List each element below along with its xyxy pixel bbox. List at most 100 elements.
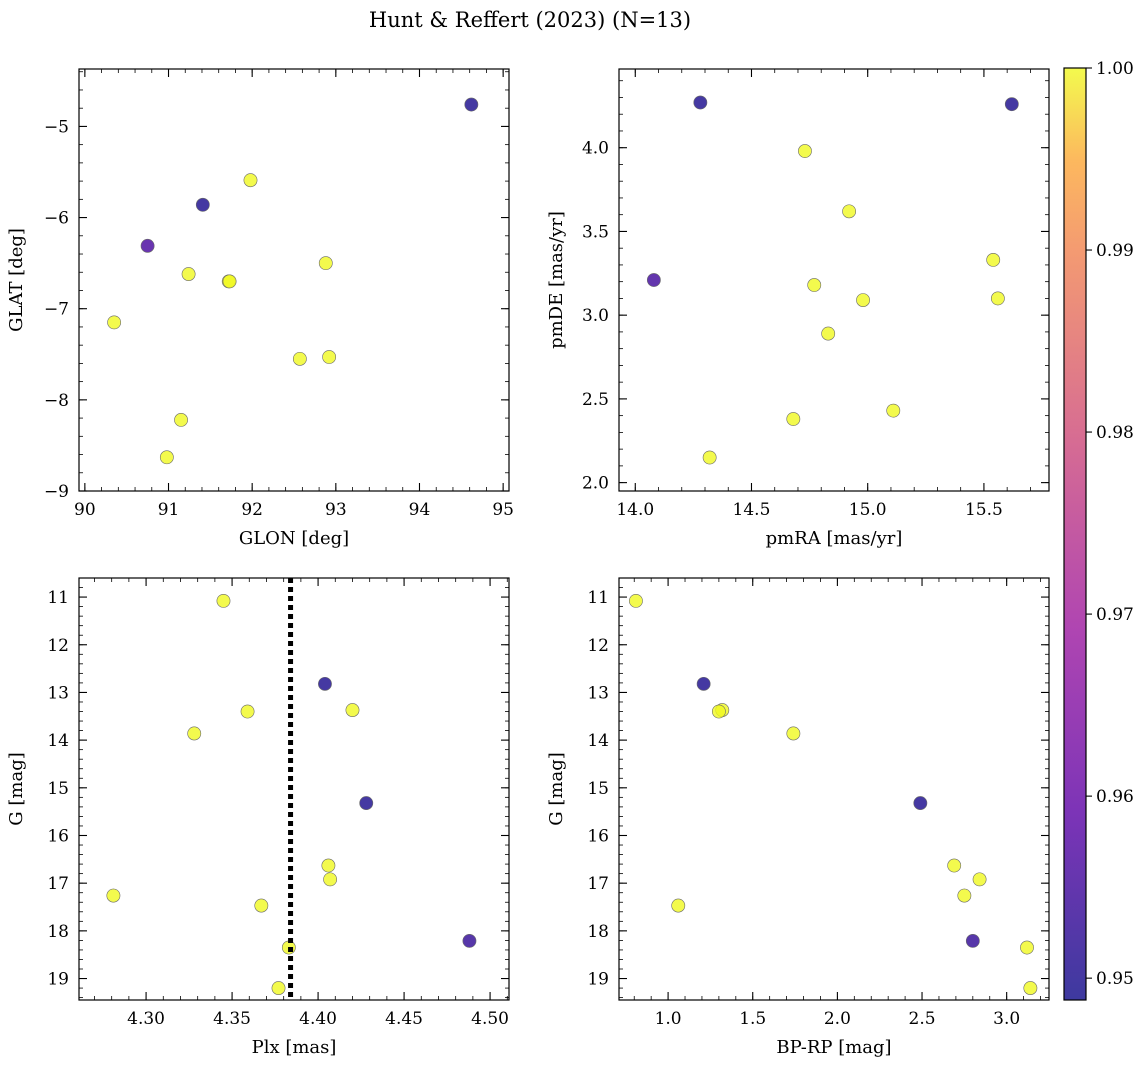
- y-tick-label: 16: [587, 826, 609, 846]
- data-point: [786, 726, 801, 741]
- x-axis-label: BP-RP [mag]: [776, 1037, 891, 1058]
- colorbar-gradient: [1063, 67, 1087, 1001]
- data-point: [318, 256, 333, 271]
- data-point: [323, 872, 338, 887]
- data-point: [1004, 97, 1019, 112]
- y-tick-label: 2.0: [582, 474, 609, 494]
- scatter-panel-3: 4.30 4.35 4.40 4.45 4.50 11 12 13 14 15 16 17 18 19 Pl…: [6, 577, 510, 1058]
- y-tick-label: 3.0: [582, 306, 609, 326]
- data-point: [786, 412, 801, 426]
- y-tick-label: 13: [587, 683, 609, 703]
- data-point: [464, 97, 479, 112]
- y-tick-label: −6: [44, 209, 69, 229]
- minor-ticks: [619, 69, 1049, 491]
- minor-ticks: [79, 69, 509, 492]
- x-tick-label: 2.5: [909, 1009, 936, 1029]
- major-ticks: [79, 578, 509, 1000]
- data-point: [195, 197, 210, 212]
- major-ticks: [79, 69, 509, 492]
- data-point: [629, 593, 643, 608]
- data-point: [798, 144, 812, 158]
- y-tick-label: 11: [47, 588, 69, 608]
- y-tick-label: 12: [47, 636, 69, 656]
- y-tick-label: 19: [587, 970, 609, 990]
- data-point: [240, 704, 255, 719]
- x-tick-label: 95: [492, 500, 514, 520]
- data-point: [990, 291, 1005, 306]
- x-tick-label: 2.0: [824, 1009, 851, 1029]
- data-point: [159, 450, 174, 465]
- data-point: [957, 888, 972, 903]
- y-tick-label: 16: [47, 826, 69, 846]
- x-tick-label: 94: [409, 500, 431, 520]
- data-point: [807, 278, 822, 292]
- data-point: [1020, 940, 1034, 955]
- data-point: [972, 872, 987, 887]
- axes-frame: [618, 577, 1050, 1001]
- x-axis-label: Plx [mas]: [252, 1037, 337, 1058]
- y-tick-label: 4.0: [582, 139, 609, 159]
- data-point: [106, 888, 121, 903]
- data-point: [174, 413, 188, 427]
- axes-frame: [78, 68, 510, 492]
- y-axis-label: GLAT [deg]: [6, 228, 27, 332]
- y-tick-label: 19: [47, 970, 69, 990]
- minor-ticks: [619, 577, 1049, 1000]
- x-tick-label: 14.0: [616, 500, 654, 520]
- data-point: [947, 858, 962, 873]
- minor-ticks: [79, 577, 509, 1000]
- colorbar-tick-label: 0.96: [1096, 787, 1134, 807]
- y-tick-label: −8: [44, 391, 69, 411]
- y-axis-label: pmDE [mas/yr]: [546, 211, 567, 349]
- data-point: [693, 95, 708, 110]
- x-tick-label: 1.0: [655, 1009, 682, 1029]
- data-point: [821, 326, 836, 341]
- y-tick-label: 17: [587, 874, 609, 894]
- y-tick-label: 11: [587, 588, 609, 608]
- x-tick-label: 90: [74, 500, 96, 520]
- x-tick-label: 4.45: [385, 1009, 423, 1029]
- figure-title: Hunt & Reffert (2023) (N=13): [369, 8, 691, 32]
- data-point: [254, 898, 269, 913]
- data-point: [243, 173, 258, 188]
- colorbar-tick-label: 0.97: [1096, 605, 1134, 625]
- y-axis-label: G [mag]: [546, 752, 567, 825]
- data-point: [1023, 981, 1038, 995]
- colorbar-tick-label: 0.95: [1096, 969, 1134, 989]
- data-point: [181, 267, 196, 281]
- y-tick-label: 17: [47, 874, 69, 894]
- colorbar: 0.95 0.96 0.97 0.98 0.99 1.00: [1063, 59, 1134, 1001]
- colorbar-tick-label: 1.00: [1096, 59, 1134, 79]
- data-point: [842, 204, 857, 219]
- data-point: [107, 315, 122, 330]
- y-tick-label: 14: [47, 731, 69, 751]
- scatter-panel-4: 1.0 1.5 2.0 2.5 3.0 11 12 13 14 15 16 17 18 19 BP-RP […: [546, 577, 1050, 1058]
- x-tick-label: 14.5: [733, 500, 771, 520]
- y-tick-label: 13: [47, 683, 69, 703]
- data-point: [671, 898, 686, 913]
- data-point: [187, 726, 202, 741]
- data-point: [702, 450, 717, 465]
- x-tick-label: 91: [158, 500, 180, 520]
- data-point: [359, 796, 374, 810]
- y-tick-label: 18: [47, 922, 69, 942]
- data-point: [913, 796, 928, 810]
- colorbar-tick-label: 0.98: [1096, 423, 1134, 443]
- x-tick-label: 3.0: [993, 1009, 1020, 1029]
- x-tick-label: 92: [241, 500, 263, 520]
- x-tick-label: 93: [325, 500, 347, 520]
- major-ticks: [619, 69, 1049, 491]
- colorbar-tick-label: 0.99: [1096, 241, 1134, 261]
- data-point: [322, 350, 337, 364]
- data-point: [886, 403, 901, 418]
- y-tick-label: 15: [587, 779, 609, 799]
- data-point: [462, 933, 477, 948]
- data-point: [321, 858, 336, 873]
- y-tick-label: −5: [44, 117, 69, 137]
- data-point: [140, 238, 155, 253]
- y-tick-label: −9: [44, 482, 69, 502]
- x-tick-label: 15.0: [849, 500, 887, 520]
- x-tick-label: 15.5: [965, 500, 1003, 520]
- data-point: [292, 351, 307, 366]
